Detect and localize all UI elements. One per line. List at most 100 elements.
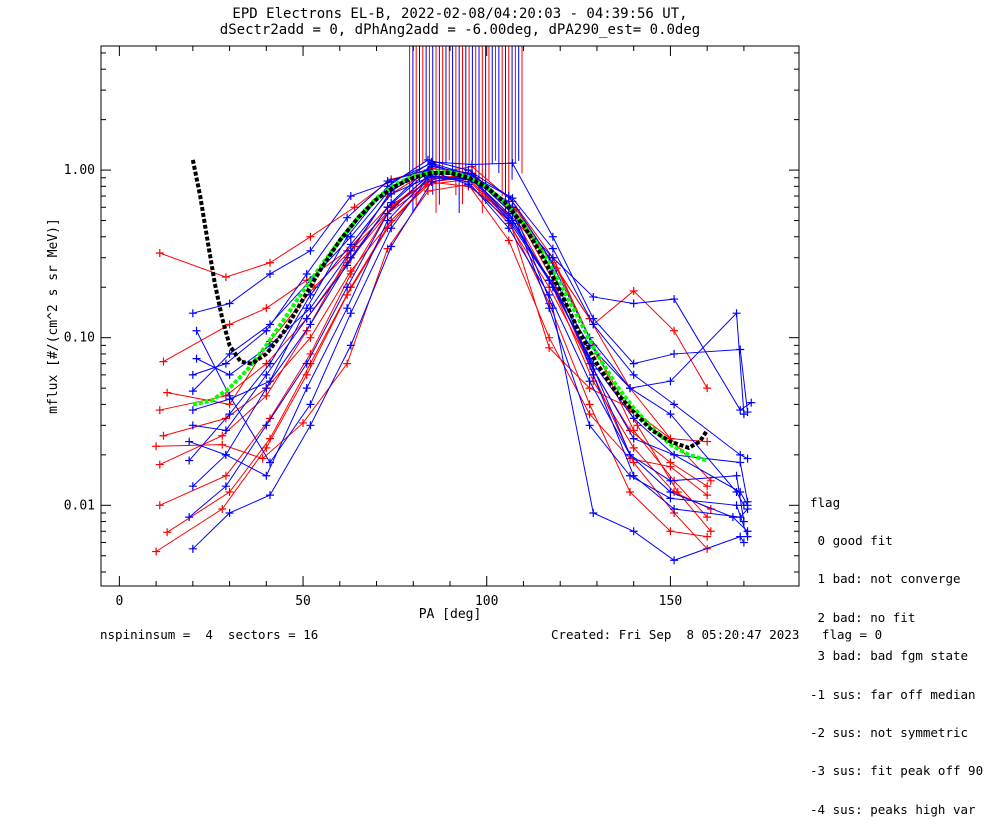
data-point	[265, 434, 274, 443]
data-point	[545, 290, 554, 299]
data-point	[265, 458, 274, 467]
series-line	[155, 177, 708, 552]
series-line	[156, 183, 708, 496]
y-tick-label: 0.10	[64, 331, 95, 346]
data-point	[188, 406, 197, 415]
data-point	[343, 359, 352, 368]
data-point	[666, 377, 675, 386]
series-line	[192, 171, 745, 522]
data-point	[387, 242, 396, 251]
series-line	[159, 178, 708, 487]
series-line	[163, 181, 712, 482]
legend-item: 1 bad: not converge	[810, 571, 961, 587]
chart-title-line1: EPD Electrons EL-B, 2022-02-08/04:20:03 …	[232, 6, 688, 22]
data-point	[504, 192, 513, 201]
flag-legend: flag 0 good fit 1 bad: not converge 2 ba…	[810, 471, 983, 829]
data-point	[736, 532, 745, 541]
data-point	[265, 491, 274, 500]
data-point	[626, 488, 635, 497]
data-point	[188, 309, 197, 318]
data-point	[192, 326, 201, 335]
data-point	[225, 349, 234, 358]
data-point	[265, 359, 274, 368]
data-point	[262, 443, 271, 452]
data-point	[265, 269, 274, 278]
x-axis-label: PA [deg]	[419, 607, 482, 622]
data-point	[670, 505, 679, 514]
data-point	[306, 246, 315, 255]
data-point	[666, 527, 675, 536]
series-line	[167, 175, 712, 532]
data-point	[589, 365, 598, 374]
data-point	[629, 527, 638, 536]
data-point	[629, 286, 638, 295]
data-point	[629, 299, 638, 308]
data-point	[504, 224, 513, 233]
data-point	[670, 556, 679, 565]
x-tick-label: 100	[475, 594, 498, 609]
data-point	[670, 295, 679, 304]
data-point	[743, 527, 752, 536]
data-point	[343, 261, 352, 270]
series-line	[192, 161, 749, 413]
fit-curve-group	[190, 159, 709, 463]
data-point	[387, 198, 396, 207]
data-point	[666, 488, 675, 497]
data-point	[188, 387, 197, 396]
y-axis-label: mflux [#/(cm^2 s sr MeV)]	[46, 218, 61, 414]
data-point	[262, 384, 271, 393]
data-point	[350, 203, 359, 212]
data-point	[736, 406, 745, 415]
data-point	[670, 450, 679, 459]
data-point	[504, 209, 513, 218]
data-point	[343, 283, 352, 292]
data-point	[258, 454, 267, 463]
data-point	[225, 488, 234, 497]
data-point	[743, 408, 752, 417]
data-point	[743, 505, 752, 514]
data-point	[218, 440, 227, 449]
data-point	[306, 232, 315, 241]
data-point	[163, 388, 172, 397]
data-point	[299, 418, 308, 427]
data-point	[670, 326, 679, 335]
data-point	[736, 458, 745, 467]
data-point	[302, 269, 311, 278]
chart-plot: 0 50 100 150 0.01 0.10 1.00 PA [deg] mflux [#/…	[46, 45, 800, 622]
vertical-line-group	[409, 46, 523, 214]
data-point	[346, 192, 355, 201]
data-point	[302, 326, 311, 335]
data-point	[188, 421, 197, 430]
data-point	[221, 482, 230, 491]
series-line	[188, 177, 749, 537]
data-point	[703, 532, 712, 541]
y-tick-label: 0.01	[64, 498, 95, 513]
series-line	[188, 174, 748, 532]
data-point	[589, 314, 598, 323]
data-point	[383, 216, 392, 225]
data-point	[262, 471, 271, 480]
footer-created-info: Created: Fri Sep 8 05:20:47 2023 flag = …	[551, 627, 883, 642]
data-point	[302, 384, 311, 393]
axes-group: 0 50 100 150 0.01 0.10 1.00	[64, 46, 799, 609]
data-point	[346, 341, 355, 350]
data-point	[548, 232, 557, 241]
series-line	[166, 175, 712, 533]
data-point	[302, 359, 311, 368]
data-point	[159, 357, 168, 366]
data-point	[585, 377, 594, 386]
data-point	[188, 370, 197, 379]
data-point	[152, 442, 161, 451]
data-point	[221, 426, 230, 435]
x-tick-label: 0	[115, 594, 123, 609]
data-point	[387, 224, 396, 233]
data-point	[221, 359, 230, 368]
data-point	[736, 345, 745, 354]
data-point	[306, 400, 315, 409]
legend-item: -3 sus: fit peak off 90	[810, 763, 984, 779]
data-point	[508, 159, 517, 168]
legend-item: -2 sus: not symmetric	[810, 724, 969, 740]
plot-frame	[100, 45, 800, 587]
data-point	[585, 410, 594, 419]
data-point	[265, 258, 274, 267]
